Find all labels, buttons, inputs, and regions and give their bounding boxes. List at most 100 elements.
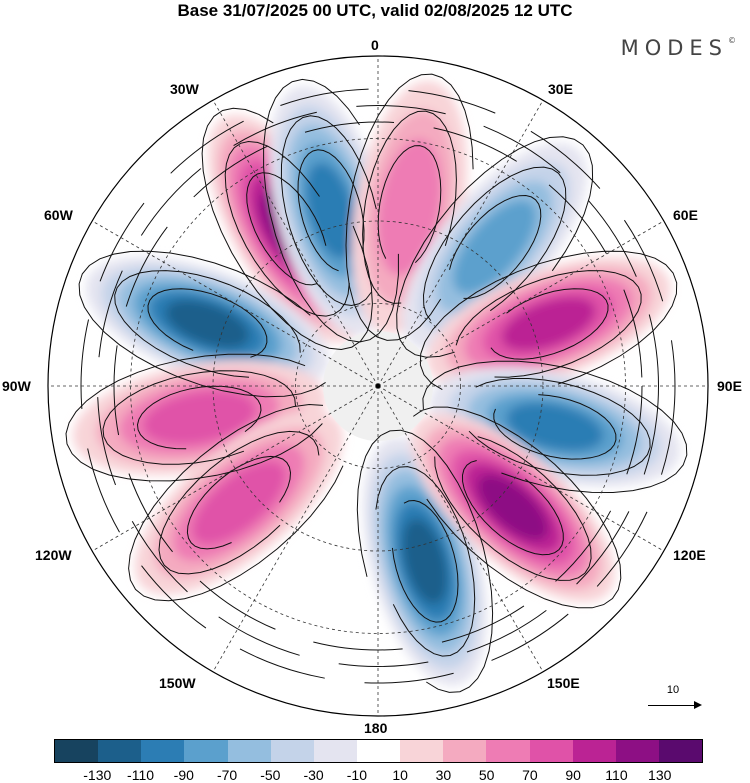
- colorbar-cell: [141, 740, 185, 762]
- colorbar-tick-label: 30: [435, 767, 452, 783]
- streamline: [396, 136, 594, 358]
- colorbar-tick-label: 90: [565, 767, 581, 783]
- streamline: [114, 270, 301, 378]
- streamline: [345, 73, 474, 341]
- latitude-circle: [295, 303, 461, 469]
- anomaly-contour: [142, 390, 256, 445]
- streamline: [434, 436, 592, 581]
- lon-label-150w: 150W: [159, 675, 196, 691]
- anomaly-contour: [506, 402, 604, 451]
- streamline: [461, 460, 564, 556]
- meridian-line: [212, 385, 379, 672]
- streamline: [102, 370, 296, 465]
- colorbar-tick-label: 110: [605, 767, 628, 783]
- streamline: [136, 385, 262, 450]
- colorbar-cell: [486, 740, 530, 762]
- colorbar-cell: [98, 740, 142, 762]
- latitude-circle: [212, 220, 544, 552]
- streamline: [246, 172, 327, 286]
- lon-label-180: 180: [364, 720, 388, 736]
- anomaly-contour: [165, 300, 250, 348]
- lon-label-60w: 60W: [44, 207, 73, 223]
- colorbar-ticks: -130 -110 -90 -70 -50 -30 -10 10 30 50 70 90 110 130: [54, 767, 703, 783]
- colorbar-cell: [55, 740, 99, 762]
- streamline: [391, 499, 459, 623]
- brand-logo: MODES©: [620, 36, 736, 60]
- streamline: [158, 430, 320, 575]
- anomaly-field: [72, 80, 681, 686]
- lon-label-60e: 60E: [673, 207, 698, 223]
- streamline: [65, 353, 323, 482]
- lon-label-90e: 90E: [717, 378, 742, 394]
- reference-vector-arrowhead: [694, 701, 702, 709]
- colorbar-tick-label: -130: [83, 767, 112, 783]
- colorbar-tick-label: -90: [173, 767, 194, 783]
- anomaly-contour: [477, 474, 548, 541]
- colorbar-tick-label: 50: [478, 767, 495, 783]
- colorbar-tick-label: 70: [522, 767, 538, 783]
- streamline: [186, 455, 292, 550]
- streamline: [449, 194, 542, 299]
- colorbar-cell: [313, 740, 357, 762]
- streamline: [280, 115, 377, 307]
- colorbar-cell: [227, 740, 271, 762]
- streamline: [356, 429, 494, 693]
- reference-vector: 10: [643, 684, 703, 709]
- pole-marker: [375, 383, 381, 389]
- meridian-line: [377, 100, 544, 387]
- anomaly-contour: [501, 297, 596, 351]
- anomaly-contour: [453, 200, 537, 294]
- colorbar-cell: [356, 740, 401, 762]
- streamline: [455, 270, 642, 378]
- graticule: [48, 56, 708, 716]
- map-border: [47, 55, 709, 717]
- colorbar-cell: [270, 740, 314, 762]
- copyright-mark: ©: [728, 36, 736, 45]
- lon-label-0: 0: [371, 37, 379, 53]
- chart-title: Base 31/07/2025 00 UTC, valid 02/08/2025…: [177, 1, 573, 20]
- colorbar-cell: [443, 740, 487, 762]
- anomaly-contour: [377, 139, 442, 276]
- colorbar-cell: [400, 740, 444, 762]
- streamline: [375, 466, 476, 657]
- streamline: [128, 403, 344, 602]
- lon-label-30e: 30E: [548, 81, 573, 97]
- streamline: [490, 288, 609, 360]
- colorbar-cell: [658, 740, 703, 762]
- colorbar-tick-label: -30: [303, 767, 324, 783]
- colorbar-cell: [572, 740, 616, 762]
- streamline: [263, 78, 399, 343]
- streamline: [468, 378, 651, 476]
- streamline: [413, 406, 622, 609]
- streamline: [201, 107, 373, 351]
- colorbar-tick-label: 130: [648, 767, 672, 783]
- colorbar-tick-label: -70: [216, 767, 238, 783]
- streamline: [97, 105, 659, 667]
- lon-label-120w: 120W: [35, 547, 72, 563]
- colorbar-tick-label: -110: [127, 767, 155, 783]
- lon-label-150e: 150E: [547, 675, 580, 691]
- colorbar-cell: [529, 740, 573, 762]
- meridian-line: [377, 385, 544, 672]
- lon-label-30w: 30W: [170, 81, 199, 97]
- reference-vector-line: [648, 705, 698, 706]
- streamline: [78, 250, 326, 398]
- colorbar-cell: [184, 740, 228, 762]
- latitude-circle: [130, 138, 626, 634]
- lon-label-90w: 90W: [2, 378, 31, 394]
- streamline: [147, 288, 268, 358]
- anomaly-contour: [306, 162, 356, 259]
- lon-label-120e: 120E: [673, 547, 706, 563]
- meridian-line: [92, 385, 379, 552]
- streamline: [422, 360, 688, 494]
- streamline: [377, 145, 442, 264]
- streamline: [297, 149, 365, 272]
- anomaly-contour: [192, 461, 286, 545]
- streamline: [493, 394, 617, 460]
- colorbar-tick-label: 10: [392, 767, 408, 783]
- streamline: [362, 110, 457, 304]
- streamline: [422, 166, 567, 321]
- colorbar-tick-label: -10: [346, 767, 367, 783]
- colorbar: [54, 739, 703, 763]
